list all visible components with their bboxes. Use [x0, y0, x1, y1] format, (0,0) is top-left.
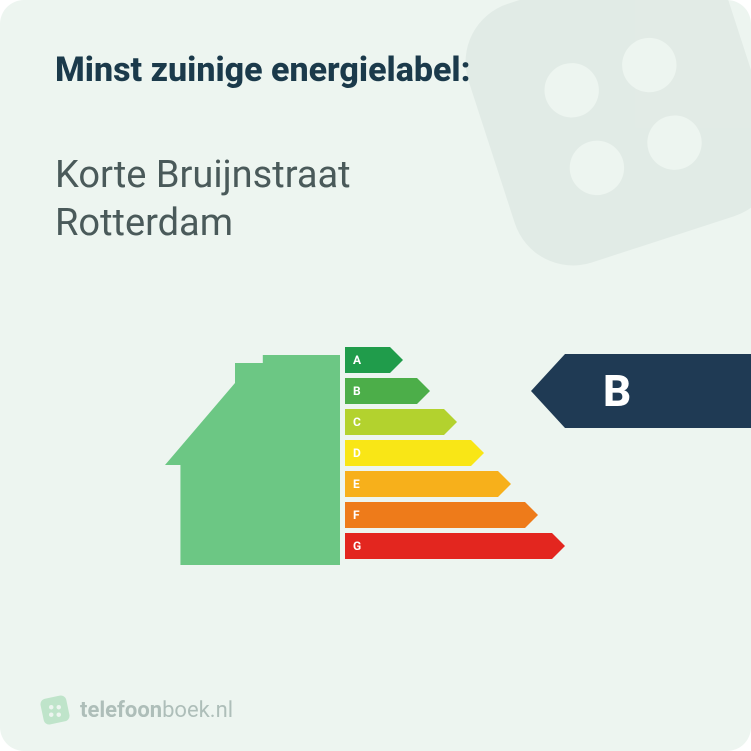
energy-bar-f: [345, 502, 538, 528]
energy-bar-label: F: [353, 502, 360, 528]
energy-bar-c: [345, 409, 457, 435]
energy-bar-label: D: [353, 440, 361, 466]
phone-watermark: [407, 0, 751, 324]
energy-bar-d: [345, 440, 484, 466]
energy-bar-label: C: [353, 409, 361, 435]
house-icon: [165, 355, 340, 565]
energy-bar-label: A: [353, 347, 361, 373]
energy-figure: ABCDEFG B: [55, 337, 696, 587]
energy-bar-g: [345, 533, 565, 559]
energy-bar-e: [345, 471, 511, 497]
energy-bar-label: B: [353, 378, 361, 404]
footer-brand: telefoonboek.nl: [40, 695, 233, 725]
footer-text: telefoonboek.nl: [80, 698, 233, 723]
phone-book-icon: [40, 695, 70, 725]
energy-bar-label: E: [353, 471, 360, 497]
footer-brand-bold: telefoon: [80, 698, 162, 723]
card: Minst zuinige energielabel: Korte Bruijn…: [0, 0, 751, 751]
energy-bar-label: G: [353, 533, 361, 559]
selected-label-letter: B: [603, 354, 631, 428]
footer-brand-rest: boek.nl: [162, 698, 233, 723]
selected-label-badge: B: [531, 354, 751, 428]
